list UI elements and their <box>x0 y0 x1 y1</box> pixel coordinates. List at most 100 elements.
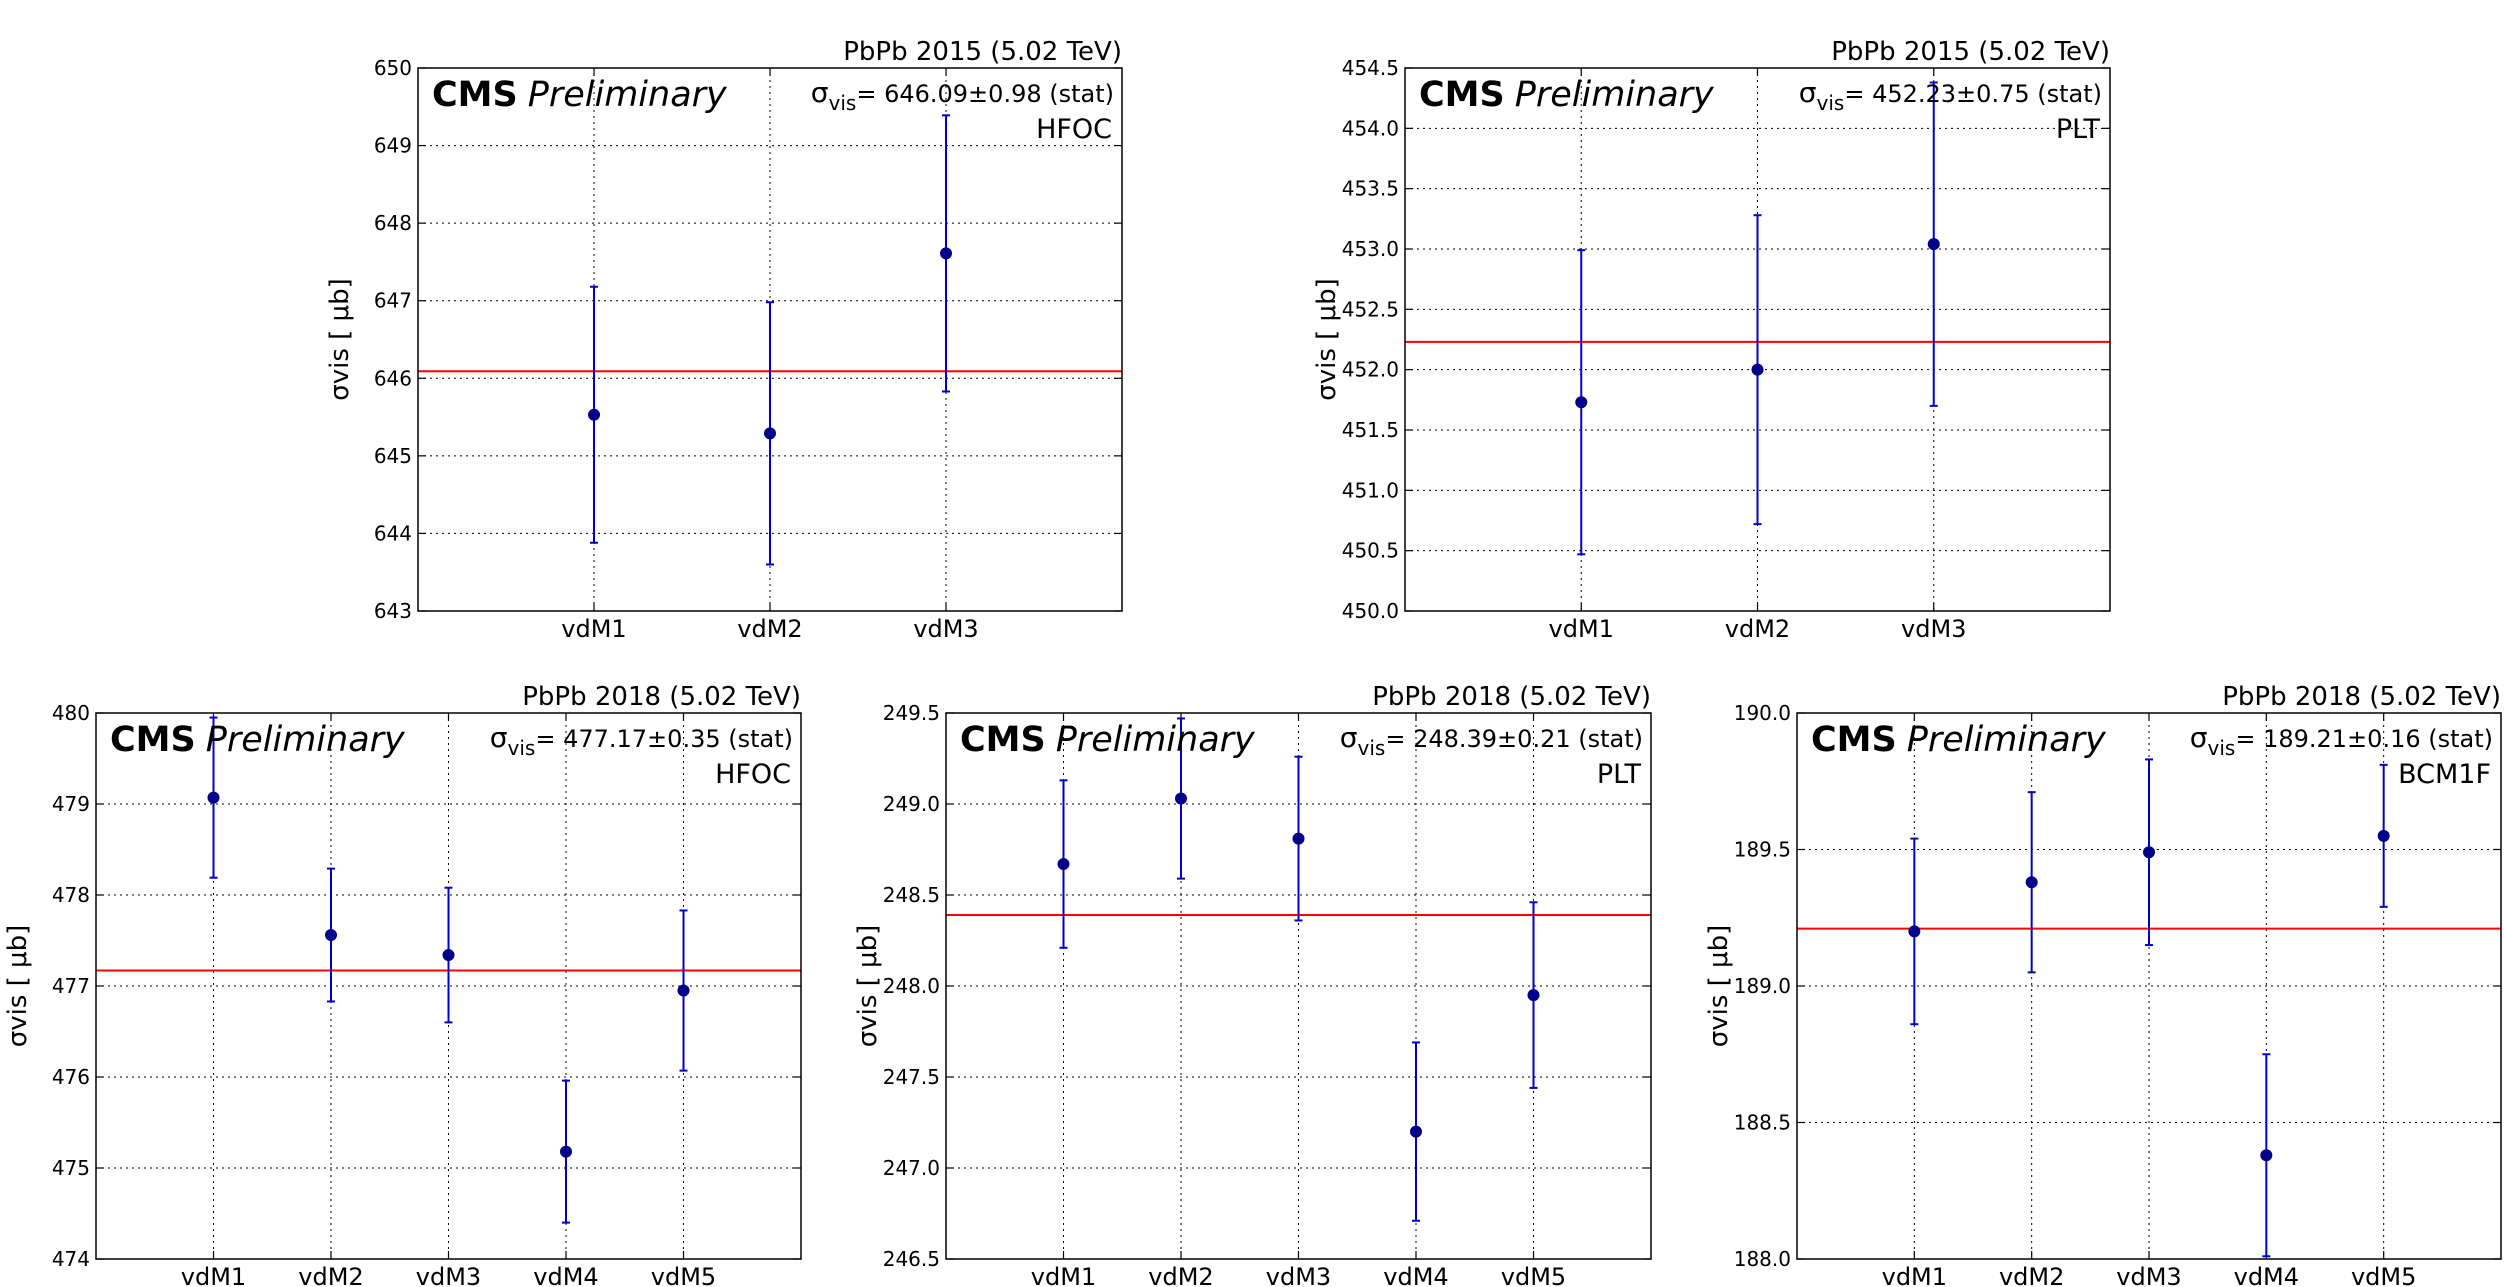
sigma-vis-annotation: σvis= 646.09±0.98 (stat) <box>811 76 1114 115</box>
chart-title: PbPb 2015 (5.02 TeV) <box>1831 37 2110 67</box>
y-axis-label: σvis [ μb] <box>3 925 33 1048</box>
sigma-symbol: σ <box>490 721 508 754</box>
y-tick-label: 452.0 <box>1342 358 1399 382</box>
plot-frame <box>417 67 1123 612</box>
chart-panel-3: 474 475 476 477 478 479 480 vdM1 vdM2 vdM3 vdM4 vdM… <box>3 682 802 1287</box>
y-tick-label: 190.0 <box>1734 701 1791 725</box>
x-category-label: vdM3 <box>913 615 978 643</box>
cms-preliminary-label: CMS Preliminary <box>960 720 1256 760</box>
y-tick-label: 188.5 <box>1734 1111 1791 1135</box>
y-tick-label: 247.5 <box>883 1065 940 1089</box>
cms-label: CMS <box>1811 720 1897 760</box>
y-tick-label: 650 <box>374 56 412 80</box>
cms-label: CMS <box>960 720 1046 760</box>
sigma-value: = 189.21±0.16 (stat) <box>2235 725 2493 753</box>
detector-label: HFOC <box>715 759 791 790</box>
y-tick-label: 645 <box>374 444 412 468</box>
sigma-subscript: vis <box>829 91 857 115</box>
y-tick-label: 478 <box>52 883 90 907</box>
y-tick-label: 189.5 <box>1734 838 1791 862</box>
cms-preliminary-label: CMS Preliminary <box>1419 75 1715 115</box>
sigma-vis-annotation: σvis= 452.23±0.75 (stat) <box>1799 76 2102 115</box>
y-tick-label: 249.0 <box>883 792 940 816</box>
detector-label: HFOC <box>1036 114 1112 145</box>
y-tick-label: 454.0 <box>1342 116 1399 140</box>
x-category-label: vdM4 <box>2234 1263 2299 1287</box>
x-category-label: vdM2 <box>737 615 802 643</box>
x-category-label: vdM3 <box>1266 1263 1331 1287</box>
sigma-subscript: vis <box>508 736 536 760</box>
data-point <box>1292 832 1305 845</box>
sigma-symbol: σ <box>2190 721 2208 754</box>
sigma-symbol: σ <box>811 76 829 109</box>
x-category-label: vdM2 <box>1999 1263 2064 1287</box>
chart-panel-5: 188.0 188.5 189.0 189.5 190.0 vdM1 vdM2 vdM3 vdM… <box>1704 682 2502 1287</box>
y-tick-label: 453.0 <box>1342 237 1399 261</box>
x-category-label: vdM4 <box>1383 1263 1448 1287</box>
preliminary-label: Preliminary <box>528 75 728 115</box>
data-point <box>1175 792 1187 805</box>
x-category-label: vdM3 <box>416 1263 481 1287</box>
preliminary-label: Preliminary <box>206 720 406 760</box>
y-axis-label: σvis [ μb] <box>1312 278 1342 401</box>
sigma-vis-annotation: σvis= 248.39±0.21 (stat) <box>1340 721 1643 760</box>
x-category-label: vdM1 <box>1882 1263 1947 1287</box>
y-tick-label: 644 <box>374 521 412 545</box>
y-tick-label: 249.5 <box>883 701 940 725</box>
sigma-subscript: vis <box>2208 736 2236 760</box>
cms-preliminary-label: CMS Preliminary <box>1811 720 2107 760</box>
data-point <box>764 427 776 440</box>
plot-frame <box>945 712 1652 1260</box>
x-category-label: vdM5 <box>1501 1263 1566 1287</box>
sigma-subscript: vis <box>1817 91 1845 115</box>
data-point <box>325 929 337 942</box>
chart-title: PbPb 2018 (5.02 TeV) <box>522 682 801 712</box>
x-category-label: vdM1 <box>181 1263 246 1287</box>
y-tick-label: 451.0 <box>1342 478 1399 502</box>
data-point <box>677 984 690 997</box>
chart-title: PbPb 2015 (5.02 TeV) <box>843 37 1122 67</box>
data-point <box>1575 396 1588 409</box>
data-point <box>207 791 220 804</box>
y-tick-label: 474 <box>52 1247 90 1271</box>
x-category-label: vdM1 <box>1549 615 1614 643</box>
data-point <box>1908 925 1921 938</box>
y-tick-label: 480 <box>52 701 90 725</box>
y-tick-label: 450.0 <box>1342 599 1399 623</box>
preliminary-label: Preliminary <box>1907 720 2107 760</box>
x-category-label: vdM1 <box>561 615 626 643</box>
cms-preliminary-label: CMS Preliminary <box>432 75 728 115</box>
data-point <box>2260 1149 2273 1162</box>
cms-label: CMS <box>110 720 196 760</box>
data-point <box>1927 238 1940 251</box>
y-tick-label: 452.5 <box>1342 297 1399 321</box>
plot-frame <box>1404 67 2111 612</box>
chart-title: PbPb 2018 (5.02 TeV) <box>1372 682 1651 712</box>
y-tick-label: 476 <box>52 1065 90 1089</box>
y-axis-label: σvis [ μb] <box>325 278 355 401</box>
data-point <box>2025 876 2038 889</box>
sigma-symbol: σ <box>1340 721 1358 754</box>
sigma-vis-annotation: σvis= 189.21±0.16 (stat) <box>2190 721 2493 760</box>
y-tick-label: 453.5 <box>1342 177 1399 201</box>
data-point <box>1751 363 1764 376</box>
y-axis-label: σvis [ μb] <box>1704 925 1734 1048</box>
sigma-value: = 477.17±0.35 (stat) <box>535 725 793 753</box>
x-category-label: vdM4 <box>533 1263 598 1287</box>
sigma-value: = 248.39±0.21 (stat) <box>1385 725 1643 753</box>
y-tick-label: 189.0 <box>1734 974 1791 998</box>
preliminary-label: Preliminary <box>1515 75 1715 115</box>
sigma-value: = 452.23±0.75 (stat) <box>1844 80 2102 108</box>
y-tick-label: 648 <box>374 211 412 235</box>
preliminary-label: Preliminary <box>1056 720 1256 760</box>
cms-label: CMS <box>1419 75 1505 115</box>
detector-label: PLT <box>1597 759 1642 790</box>
plot-frame <box>95 712 802 1260</box>
data-point <box>442 949 455 962</box>
cms-preliminary-label: CMS Preliminary <box>110 720 406 760</box>
data-point <box>1410 1125 1422 1138</box>
data-point <box>1057 858 1070 871</box>
data-point <box>2143 846 2155 859</box>
x-category-label: vdM5 <box>651 1263 716 1287</box>
